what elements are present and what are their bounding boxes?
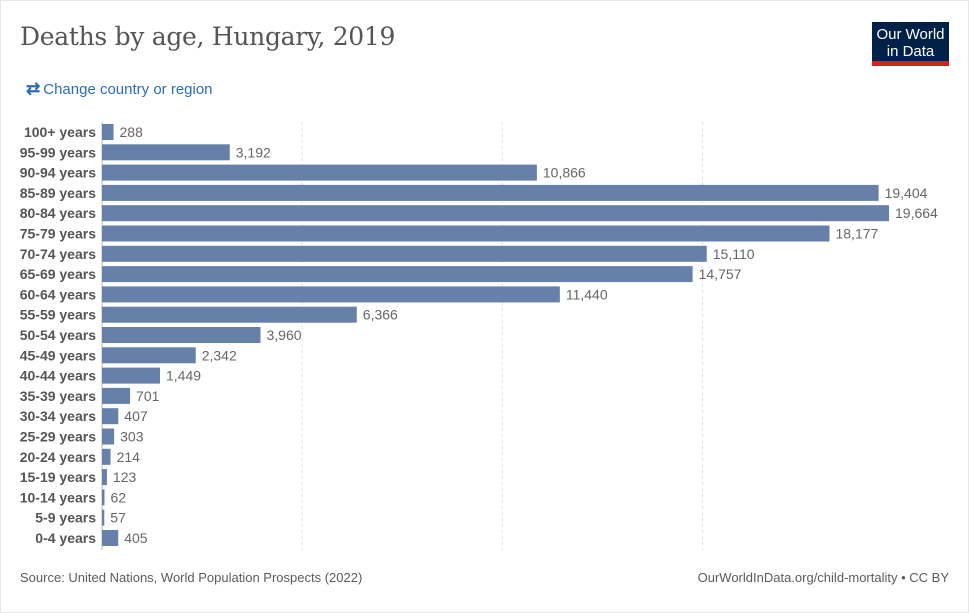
owid-logo[interactable]: Our World in Data [872, 22, 949, 66]
value-label: 214 [117, 449, 141, 465]
value-label: 11,440 [566, 286, 608, 302]
value-label: 3,960 [266, 327, 301, 343]
bar [102, 448, 111, 465]
logo-line2: in Data [886, 43, 935, 60]
bar [102, 286, 560, 303]
category-label: 60-64 years [20, 286, 97, 302]
bar [102, 184, 879, 201]
bar [102, 205, 889, 222]
bar [102, 408, 119, 425]
value-label: 407 [124, 408, 148, 424]
bar [102, 530, 119, 546]
category-label: 15-19 years [20, 469, 97, 485]
category-label: 25-29 years [20, 429, 97, 445]
change-country-button[interactable]: ⇄ Change country or region [26, 79, 213, 99]
value-label: 405 [124, 530, 148, 546]
bar [102, 124, 114, 140]
bar [102, 469, 107, 486]
value-label: 2,342 [202, 347, 237, 363]
value-label: 19,404 [885, 185, 928, 201]
bar [102, 428, 115, 445]
value-label: 701 [136, 388, 160, 404]
category-label: 50-54 years [20, 327, 97, 343]
bar [102, 327, 261, 343]
value-label: 303 [120, 429, 144, 445]
category-label: 40-44 years [20, 368, 97, 384]
bar [102, 347, 196, 364]
value-label: 15,110 [713, 246, 755, 262]
category-label: 65-69 years [20, 266, 97, 282]
category-label: 100+ years [24, 124, 96, 140]
source-text: Source: United Nations, World Population… [20, 570, 363, 585]
category-label: 10-14 years [20, 489, 97, 505]
category-label: 80-84 years [20, 205, 97, 221]
category-label: 55-59 years [20, 307, 97, 323]
value-label: 1,449 [166, 368, 201, 384]
bar [102, 225, 830, 242]
value-label: 3,192 [236, 144, 271, 160]
category-label: 75-79 years [20, 226, 97, 242]
category-label: 70-74 years [20, 246, 97, 262]
category-label: 0-4 years [35, 530, 96, 546]
value-label: 19,664 [895, 205, 938, 221]
chart-title: Deaths by age, Hungary, 2019 [20, 22, 396, 51]
value-label: 10,866 [543, 165, 586, 181]
value-label: 6,366 [363, 307, 398, 323]
swap-arrows-icon: ⇄ [26, 79, 41, 98]
category-label: 90-94 years [20, 165, 97, 181]
bar [102, 367, 160, 384]
value-label: 123 [113, 469, 137, 485]
category-label: 20-24 years [20, 449, 97, 465]
category-label: 35-39 years [20, 388, 97, 404]
value-label: 14,757 [699, 266, 742, 282]
bar [102, 245, 707, 262]
credit-link[interactable]: OurWorldInData.org/child-mortality • CC … [697, 570, 949, 585]
value-label: 18,177 [835, 226, 878, 242]
bar [102, 387, 131, 404]
category-label: 95-99 years [20, 144, 97, 160]
logo-line1: Our World [876, 26, 945, 43]
category-label: 85-89 years [20, 185, 97, 201]
bar [102, 509, 105, 526]
category-label: 30-34 years [20, 408, 97, 424]
bar [102, 306, 357, 323]
change-country-label: Change country or region [43, 80, 213, 98]
category-label: 45-49 years [20, 347, 97, 363]
category-label: 5-9 years [35, 510, 96, 526]
bar [102, 266, 693, 283]
bar [102, 144, 230, 161]
value-label: 57 [110, 510, 126, 526]
bar [102, 164, 537, 181]
bar [102, 489, 105, 506]
value-label: 62 [110, 489, 126, 505]
value-label: 288 [120, 124, 144, 140]
